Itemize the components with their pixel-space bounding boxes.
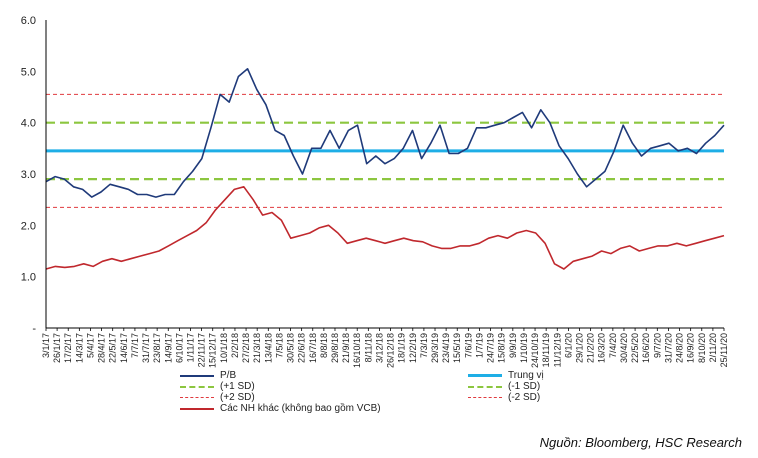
x-tick-label: 1/11/17 <box>185 333 195 362</box>
x-tick-label: 7/4/20 <box>608 333 618 358</box>
x-tick-label: 16/9/20 <box>686 333 696 363</box>
x-tick-label: 16/7/18 <box>308 333 318 363</box>
y-tick-labels: - 1.0 2.0 3.0 4.0 5.0 6.0 <box>21 15 37 335</box>
x-tick-label: 11/12/19 <box>552 333 562 367</box>
x-tick-label: 24/8/20 <box>675 333 685 363</box>
x-tick-label: 29/3/19 <box>430 333 440 363</box>
x-tick-label: 31/7/17 <box>141 333 151 363</box>
axes <box>45 20 724 329</box>
x-tick-label: 6/10/17 <box>174 333 184 363</box>
legend-swatch-plus-1sd <box>180 385 214 388</box>
legend-label-minus-1sd: (-1 SD) <box>508 381 541 392</box>
series-pb-line <box>45 68 725 198</box>
legend-label-median: Trung vị <box>508 370 544 381</box>
legend-swatch-other-banks <box>180 407 214 410</box>
x-tick-label: 2/2/18 <box>230 333 240 358</box>
x-tick-label: 22/5/20 <box>630 333 640 363</box>
y-tick-label: 5.0 <box>21 66 36 78</box>
x-tick-label: 8/11/18 <box>363 333 373 362</box>
x-tick-label: 7/7/17 <box>130 333 140 358</box>
x-tick-label: 22/5/17 <box>108 333 118 363</box>
x-tick-label: 14/6/17 <box>119 333 129 363</box>
series-other-banks-line <box>45 186 725 270</box>
x-tick-label: 23/4/19 <box>441 333 451 363</box>
legend-label-minus-2sd: (-2 SD) <box>508 392 541 403</box>
x-tick-label: 16/3/20 <box>597 333 607 363</box>
y-tick-label: 4.0 <box>21 118 36 130</box>
x-tick-label: 2/11/20 <box>708 333 718 362</box>
y-tick-label: 2.0 <box>21 220 36 232</box>
legend-item-plus-2sd: (+2 SD) <box>180 392 255 403</box>
reference-lines <box>46 93 724 208</box>
x-tick-label: 21/9/18 <box>341 333 351 363</box>
x-tick-label: 3/1/17 <box>41 333 51 358</box>
x-tick-label: 12/2/19 <box>408 333 418 363</box>
x-tick-label: 24/7/19 <box>486 333 496 363</box>
x-tick-label: 9/7/20 <box>652 333 662 358</box>
x-tick-label: 25/11/20 <box>719 333 729 367</box>
x-tick-label: 16/6/20 <box>641 333 651 363</box>
y-tick-label: 1.0 <box>21 272 36 284</box>
x-tick-label: 7/5/18 <box>274 333 284 358</box>
legend-item-median: Trung vị <box>468 370 544 381</box>
x-tick-label: 22/11/17 <box>197 333 207 367</box>
legend-label-plus-2sd: (+2 SD) <box>220 392 255 403</box>
legend-swatch-minus-2sd <box>468 397 502 398</box>
legend-swatch-minus-1sd <box>468 385 502 388</box>
x-tick-label: 1/7/19 <box>474 333 484 358</box>
x-tick-label: 26/12/18 <box>386 333 396 368</box>
x-tick-label: 21/2/20 <box>586 333 596 363</box>
x-tick-label: 29/1/20 <box>575 333 585 363</box>
x-tick-label: 22/6/18 <box>297 333 307 363</box>
legend-label-plus-1sd: (+1 SD) <box>220 381 255 392</box>
series-lines <box>45 68 725 270</box>
x-tick-label: 5/4/17 <box>85 333 95 358</box>
x-tick-labels: 3/1/17 26/1/17 17/2/17 14/3/17 5/4/17 28/4/17… <box>41 328 729 368</box>
x-tick-label: 28/4/17 <box>97 333 107 363</box>
legend-label-other-banks: Các NH khác (không bao gồm VCB) <box>220 403 381 414</box>
x-tick-label: 18/1/19 <box>397 333 407 363</box>
x-tick-label: 30/4/20 <box>619 333 629 363</box>
x-tick-label: 27/2/18 <box>241 333 251 363</box>
x-tick-label: 21/3/18 <box>252 333 262 363</box>
x-tick-label: 1/10/19 <box>519 333 529 363</box>
x-tick-label: 7/6/19 <box>463 333 473 358</box>
y-tick-label: 6.0 <box>21 15 36 27</box>
x-tick-label: 6/1/20 <box>563 333 573 358</box>
x-tick-label: 15/12/17 <box>208 333 218 368</box>
x-tick-label: 26/1/17 <box>52 333 62 363</box>
legend-item-plus-1sd: (+1 SD) <box>180 381 255 392</box>
legend-item-other-banks: Các NH khác (không bao gồm VCB) <box>180 403 381 414</box>
legend-swatch-median <box>468 374 502 377</box>
x-tick-label: 7/3/19 <box>419 333 429 358</box>
x-tick-label: 13/4/18 <box>263 333 273 363</box>
legend-swatch-plus-2sd <box>180 397 214 398</box>
x-tick-label: 24/10/19 <box>530 333 540 368</box>
x-tick-label: 14/9/17 <box>163 333 173 363</box>
x-tick-label: 8/8/18 <box>319 333 329 358</box>
x-tick-label: 17/2/17 <box>63 333 73 363</box>
x-tick-label: 15/5/19 <box>452 333 462 363</box>
x-tick-label: 9/9/19 <box>508 333 518 358</box>
x-tick-label: 23/8/17 <box>152 333 162 363</box>
x-tick-label: 31/7/20 <box>663 333 673 363</box>
x-tick-label: 8/10/20 <box>697 333 707 363</box>
legend-label-pb: P/B <box>220 370 237 381</box>
source-note: Nguồn: Bloomberg, HSC Research <box>539 435 742 450</box>
x-tick-label: 29/8/18 <box>330 333 340 363</box>
x-tick-label: 16/10/18 <box>352 333 362 368</box>
legend-item-minus-2sd: (-2 SD) <box>468 392 540 403</box>
legend-item-minus-1sd: (-1 SD) <box>468 381 540 392</box>
legend-swatch-pb <box>180 374 214 377</box>
x-tick-label: 14/3/17 <box>74 333 84 363</box>
x-tick-label: 30/5/18 <box>286 333 296 363</box>
x-tick-label: 10/1/18 <box>219 333 229 363</box>
x-tick-label: 3/12/18 <box>374 333 384 363</box>
y-tick-label: - <box>32 323 36 335</box>
x-tick-label: 18/11/19 <box>541 333 551 367</box>
legend-item-pb: P/B <box>180 370 236 381</box>
x-tick-label: 15/8/19 <box>497 333 507 363</box>
y-tick-label: 3.0 <box>21 169 36 181</box>
